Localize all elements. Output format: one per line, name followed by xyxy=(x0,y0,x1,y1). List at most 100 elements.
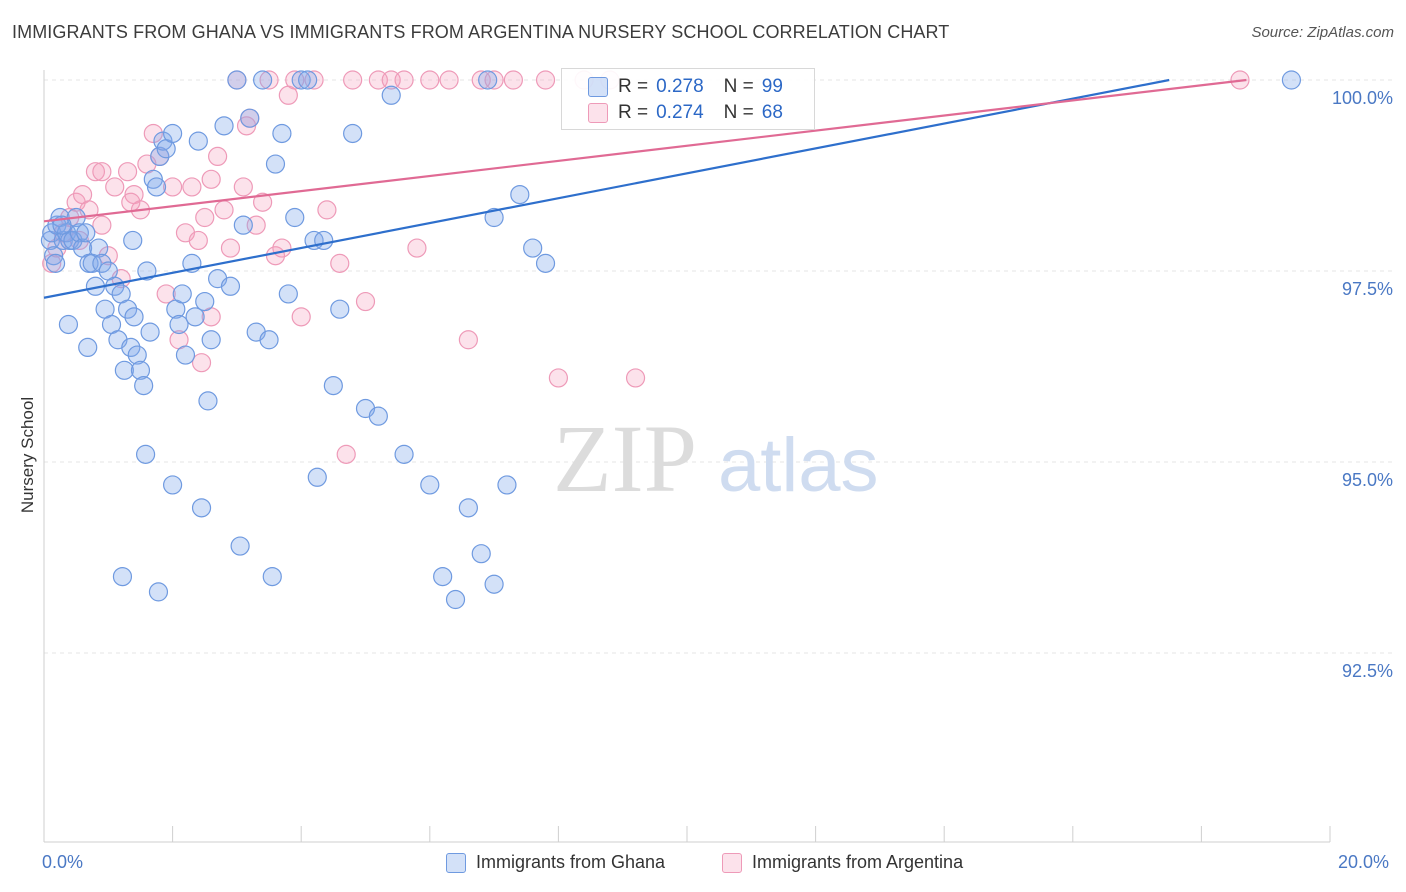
stats-swatch-argentina xyxy=(588,103,608,123)
ghana-point xyxy=(137,261,157,281)
argentina-point xyxy=(420,70,440,90)
watermark-atlas: atlas xyxy=(718,423,879,508)
stats-row-argentina: R = 0.274 N = 68 xyxy=(588,100,783,126)
ghana-point xyxy=(150,146,170,166)
ghana-point xyxy=(323,376,343,396)
argentina-point xyxy=(317,200,337,220)
ghana-point xyxy=(123,230,143,251)
argentina-point xyxy=(182,177,202,197)
ghana-point xyxy=(233,215,253,235)
ghana-point xyxy=(146,177,167,197)
ghana-point xyxy=(497,475,517,495)
ghana-point xyxy=(195,291,215,312)
ghana-point xyxy=(330,299,350,319)
ghana-point xyxy=(484,574,504,594)
argentina-point xyxy=(220,238,241,258)
n-label-argentina: N = xyxy=(723,102,754,123)
stats-legend: R = 0.278 N = 99 R = 0.274 N = 68 xyxy=(561,68,815,130)
ghana-point xyxy=(343,123,363,144)
ghana-point xyxy=(121,337,141,357)
x-tick-min: 0.0% xyxy=(42,852,84,872)
ghana-point xyxy=(240,108,260,128)
stats-swatch-ghana xyxy=(588,77,608,97)
y-tick-label: 92.5% xyxy=(1342,661,1393,681)
argentina-point xyxy=(535,70,556,90)
ghana-point xyxy=(314,230,334,251)
ghana-point xyxy=(227,70,247,90)
ghana-point xyxy=(198,391,218,411)
n-value-ghana: 99 xyxy=(761,76,783,97)
argentina-point xyxy=(272,238,292,258)
ghana-point xyxy=(58,314,79,335)
argentina-point xyxy=(143,123,163,144)
y-tick-label: 97.5% xyxy=(1342,279,1393,299)
ghana-point xyxy=(69,223,89,243)
ghana-point xyxy=(285,207,305,228)
y-axis-label: Nursery School xyxy=(18,396,37,514)
argentina-point xyxy=(330,253,350,273)
ghana-point xyxy=(253,70,273,90)
argentina-point xyxy=(92,162,112,182)
ghana-point xyxy=(135,444,156,464)
ghana-point xyxy=(201,330,221,350)
legend-label-argentina: Immigrants from Argentina xyxy=(752,852,964,872)
argentina-point xyxy=(98,246,118,266)
ghana-point xyxy=(523,238,543,258)
ghana-point xyxy=(124,307,144,327)
ghana-point xyxy=(420,475,440,495)
argentina-point xyxy=(336,444,356,464)
argentina-point xyxy=(439,70,459,90)
ghana-point xyxy=(458,498,478,518)
y-tick-label: 100.0% xyxy=(1332,88,1393,108)
ghana-point xyxy=(214,116,234,136)
x-tick-max: 20.0% xyxy=(1338,852,1390,872)
ghana-point xyxy=(220,276,241,296)
grid-lines xyxy=(44,79,1392,654)
argentina-point xyxy=(214,200,234,220)
ghana-point xyxy=(478,70,498,90)
legend-label-ghana: Immigrants from Ghana xyxy=(476,852,666,872)
ghana-point xyxy=(510,185,530,205)
watermark-zip: ZIP xyxy=(553,405,697,512)
argentina-point xyxy=(484,70,504,90)
argentina-point xyxy=(259,70,279,90)
ghana-point xyxy=(535,253,556,273)
argentina-point xyxy=(355,291,376,312)
ghana-point xyxy=(45,253,66,273)
n-label-ghana: N = xyxy=(723,76,754,97)
ghana-point xyxy=(175,345,196,365)
legend-item-ghana[interactable]: Immigrants from Ghana xyxy=(446,852,665,873)
argentina-point xyxy=(156,284,176,304)
ghana-point xyxy=(117,299,138,319)
trend-lines xyxy=(43,78,1247,299)
n-value-argentina: 68 xyxy=(761,102,783,123)
ghana-point xyxy=(172,284,192,304)
ghana-point xyxy=(188,131,208,151)
argentina-point xyxy=(191,353,212,373)
ghana-point xyxy=(307,467,327,487)
argentina-point xyxy=(233,177,253,197)
argentina-trend-line xyxy=(43,78,1247,223)
argentina-point xyxy=(201,169,221,189)
axes xyxy=(43,70,1331,843)
argentina-point xyxy=(625,368,646,388)
ghana-point xyxy=(163,475,183,495)
ghana-point xyxy=(130,360,151,380)
argentina-point xyxy=(105,177,125,197)
ghana-point xyxy=(445,589,466,610)
ghana-point xyxy=(291,70,311,90)
ghana-point xyxy=(381,85,401,105)
ghana-point xyxy=(433,566,453,587)
argentina-point xyxy=(407,238,427,258)
argentina-points xyxy=(42,70,1250,464)
legend-swatch-argentina xyxy=(722,852,742,873)
ghana-trend-line xyxy=(43,78,1170,299)
legend-item-argentina[interactable]: Immigrants from Argentina xyxy=(722,852,963,873)
ghana-point xyxy=(89,238,109,258)
argentina-point xyxy=(163,177,183,197)
r-value-ghana: 0.278 xyxy=(656,76,704,97)
argentina-point xyxy=(291,307,311,327)
stats-row-ghana: R = 0.278 N = 99 xyxy=(588,74,783,100)
bottom-legend: Immigrants from Ghana Immigrants from Ar… xyxy=(0,852,1406,878)
